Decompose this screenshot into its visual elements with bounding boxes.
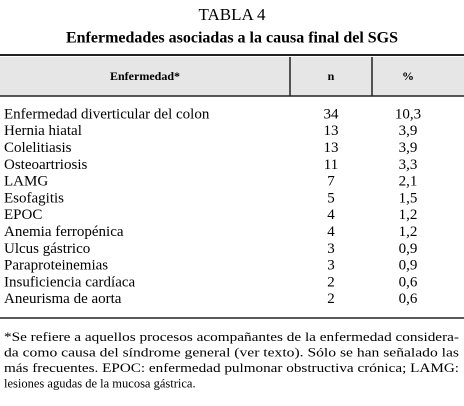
cell-n: 3 <box>327 241 335 257</box>
cell-name: Colelitiasis <box>4 140 72 156</box>
cell-n: 11 <box>324 157 338 173</box>
cell-name: Hernia hiatal <box>4 123 82 139</box>
cell-name: Aneurisma de aorta <box>4 291 122 307</box>
cell-name: Osteoartriosis <box>4 157 87 173</box>
footnote: *Se refiere a aquellos procesos acompaña… <box>4 330 459 391</box>
cell-pct: 3,9 <box>399 123 418 139</box>
table-title: TABLA 4 <box>198 5 266 24</box>
table-subtitle: Enfermedades asociadas a la causa final … <box>66 30 398 47</box>
cell-n: 4 <box>327 207 335 223</box>
cell-pct: 3,3 <box>399 157 418 173</box>
cell-pct: 1,2 <box>399 224 418 240</box>
cell-name: Ulcus gástrico <box>4 241 90 257</box>
cell-name: Paraproteinemias <box>4 258 108 274</box>
cell-n: 3 <box>327 258 335 274</box>
table-body: Enfermedad diverticular del colon 34 10,3H… <box>4 106 421 307</box>
footnote-line: da como causa del síndrome general (ver … <box>4 345 459 359</box>
cell-pct: 3,9 <box>399 140 418 156</box>
cell-n: 2 <box>327 291 335 307</box>
cell-name: EPOC <box>4 207 42 223</box>
cell-n: 13 <box>324 140 339 156</box>
cell-pct: 0,6 <box>399 291 418 307</box>
cell-n: 4 <box>327 224 335 240</box>
footnote-line: más frecuentes. EPOC: enfermedad pulmona… <box>4 361 459 375</box>
cell-n: 7 <box>327 174 335 190</box>
cell-pct: 1,5 <box>399 190 418 206</box>
column-header: Enfermedad* <box>110 69 180 83</box>
cell-name: Insuficiencia cardíaca <box>4 274 136 290</box>
cell-name: Esofagitis <box>4 190 64 206</box>
cell-n: 13 <box>324 123 339 139</box>
cell-n: 2 <box>327 274 335 290</box>
cell-pct: 0,9 <box>399 258 418 274</box>
column-header: n <box>328 69 335 83</box>
cell-pct: 10,3 <box>395 106 421 122</box>
cell-name: LAMG <box>4 174 48 190</box>
header-band <box>0 57 464 96</box>
cell-pct: 0,9 <box>399 241 418 257</box>
cell-pct: 2,1 <box>399 174 418 190</box>
cell-pct: 0,6 <box>399 274 418 290</box>
cell-pct: 1,2 <box>399 207 418 223</box>
footnote-line: lesiones agudas de la mucosa gástrica. <box>4 376 196 390</box>
cell-n: 34 <box>324 106 340 122</box>
cell-n: 5 <box>327 190 335 206</box>
cell-name: Enfermedad diverticular del colon <box>4 106 210 122</box>
cell-name: Anemia ferropénica <box>4 224 124 240</box>
footnote-line: *Se refiere a aquellos procesos acompaña… <box>4 330 459 344</box>
column-header: % <box>402 69 414 83</box>
